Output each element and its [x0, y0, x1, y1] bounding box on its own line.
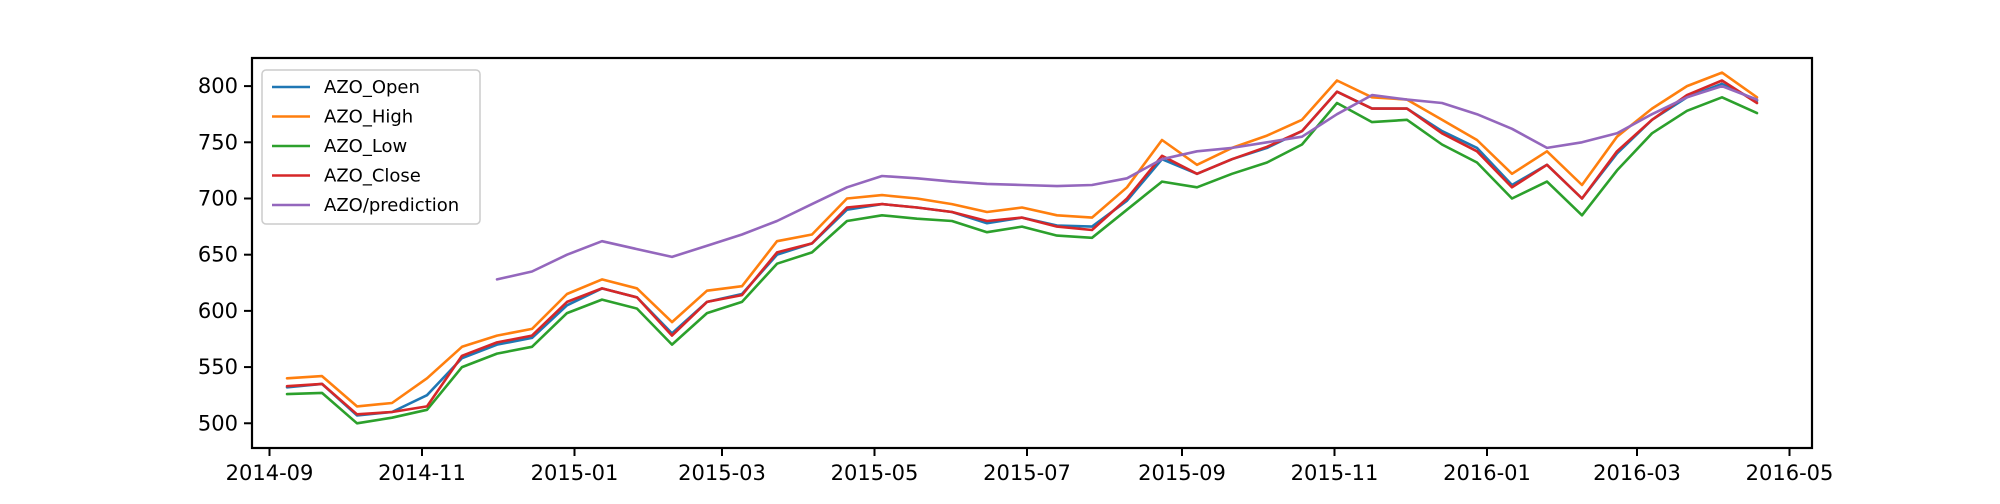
y-tick-label: 600	[198, 299, 238, 323]
x-tick-label: 2015-03	[678, 461, 766, 485]
x-tick-label: 2016-05	[1746, 461, 1834, 485]
legend-label: AZO_High	[324, 107, 413, 128]
y-tick-label: 650	[198, 243, 238, 267]
x-tick-label: 2014-09	[226, 461, 314, 485]
legend	[261, 69, 481, 225]
y-tick-label: 700	[198, 186, 238, 210]
series-line-azo-high	[285, 71, 1759, 408]
y-tick-label: 500	[198, 411, 238, 435]
y-tick-label: 550	[198, 355, 238, 379]
y-tick-label: 800	[198, 74, 238, 98]
legend-label: AZO_Low	[324, 136, 407, 157]
series-line-azo-open	[285, 82, 1759, 417]
legend-label: AZO/prediction	[324, 195, 459, 216]
x-tick-label: 2015-09	[1138, 461, 1226, 485]
x-tick-label: 2014-11	[378, 461, 466, 485]
plot-frame	[250, 56, 1814, 450]
series-line-azo-prediction	[495, 84, 1759, 281]
x-tick-label: 2015-01	[531, 461, 619, 485]
x-tick-label: 2016-03	[1593, 461, 1681, 485]
series-line-azo-close	[285, 79, 1759, 416]
x-tick-label: 2016-01	[1443, 461, 1531, 485]
y-tick-label: 750	[198, 130, 238, 154]
x-tick-label: 2015-11	[1291, 461, 1379, 485]
legend-label: AZO_Open	[324, 77, 420, 98]
x-tick-label: 2015-07	[983, 461, 1071, 485]
series-line-azo-low	[285, 96, 1759, 425]
legend-label: AZO_Close	[324, 166, 421, 187]
x-tick-label: 2015-05	[831, 461, 919, 485]
